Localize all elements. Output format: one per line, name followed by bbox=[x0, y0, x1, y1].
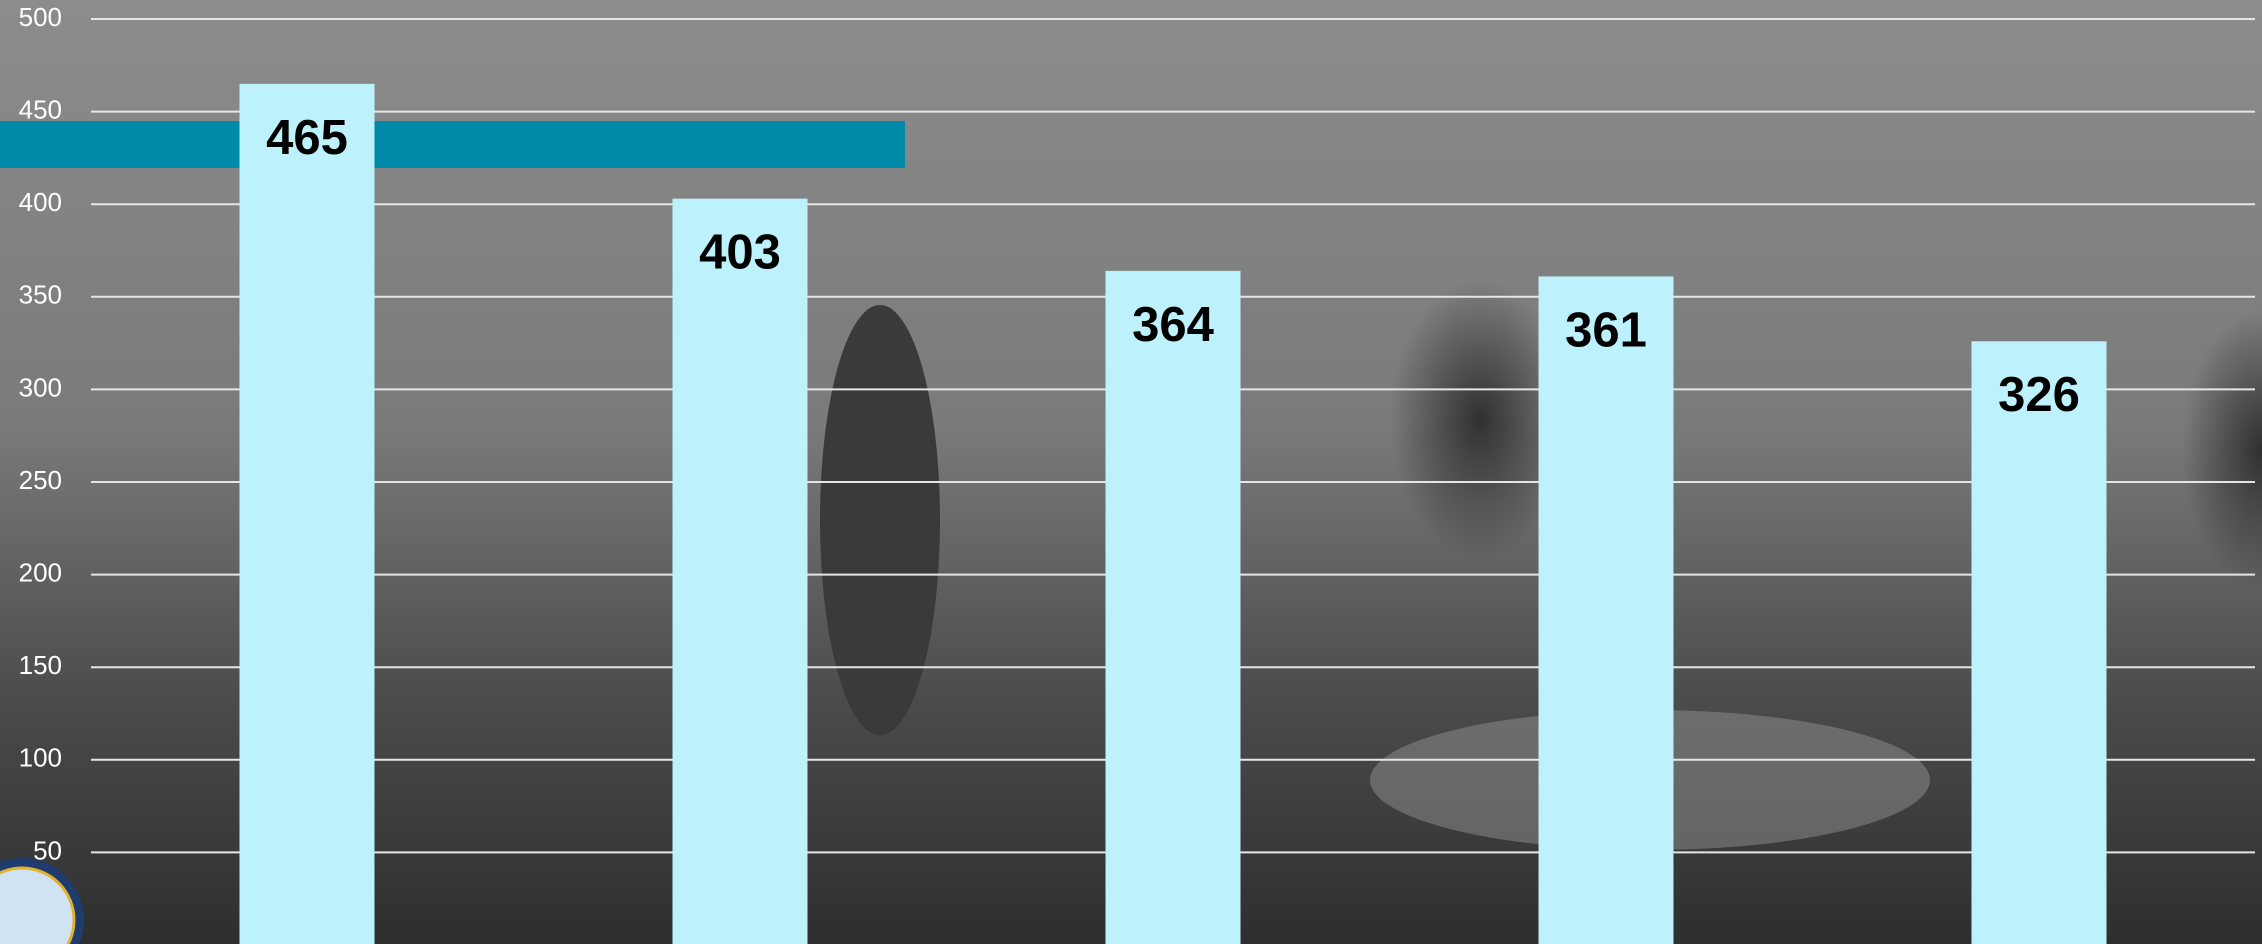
bar bbox=[239, 83, 375, 944]
data-label: 326 bbox=[1998, 368, 2080, 422]
y-tick-label: 250 bbox=[19, 465, 62, 495]
y-tick-label: 400 bbox=[19, 187, 62, 217]
background-coin bbox=[820, 305, 940, 735]
bar bbox=[1971, 341, 2107, 944]
y-tick-label: 500 bbox=[19, 2, 62, 32]
data-label: 465 bbox=[266, 111, 348, 165]
bar bbox=[1105, 270, 1241, 944]
y-tick-label: 200 bbox=[19, 557, 62, 587]
bar bbox=[672, 198, 808, 944]
y-tick-label: 450 bbox=[19, 94, 62, 124]
bars: 465 403 364 361 326 bbox=[239, 83, 2107, 944]
logo bbox=[0, 858, 84, 944]
data-label: 361 bbox=[1565, 303, 1647, 357]
data-label: 403 bbox=[699, 226, 781, 280]
logo-center bbox=[0, 866, 76, 944]
banner bbox=[0, 121, 905, 168]
y-tick-label: 350 bbox=[19, 280, 62, 310]
background-shape bbox=[1390, 280, 1570, 560]
data-label: 364 bbox=[1132, 298, 1214, 352]
y-tick-label: 100 bbox=[19, 743, 62, 773]
background-shape bbox=[2182, 310, 2262, 590]
bar bbox=[1538, 276, 1674, 944]
y-tick-label: 300 bbox=[19, 372, 62, 402]
y-tick-label: 150 bbox=[19, 650, 62, 680]
